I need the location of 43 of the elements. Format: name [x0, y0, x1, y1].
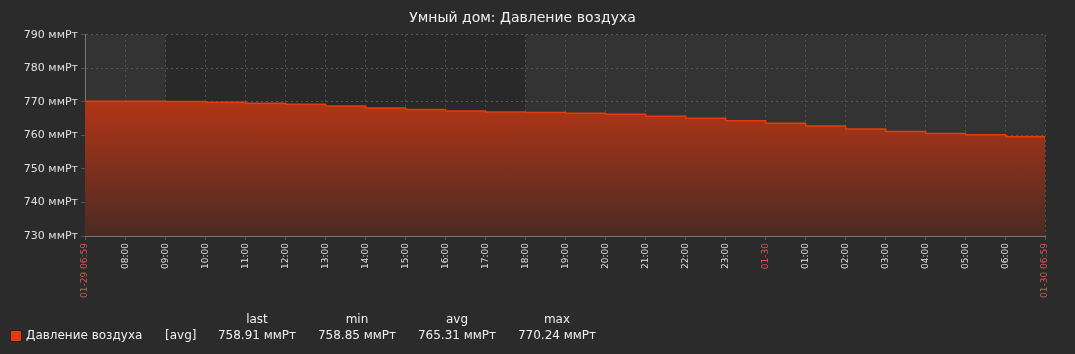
y-tick-label: 760 ммРт [23, 128, 79, 142]
y-tick-label: 750 ммРт [23, 161, 79, 175]
x-tick-label: 10:00 [200, 242, 211, 269]
x-tick-label: 01:00 [800, 242, 811, 269]
text: 770.24 ммРт [517, 328, 597, 342]
x-tick-label: 19:00 [560, 242, 571, 269]
y-tick-label: 790 ммРт [23, 27, 79, 41]
x-tick-label: 20:00 [600, 242, 611, 269]
text: 758.91 ммРт [217, 328, 297, 342]
y-tick-label: 780 ммРт [23, 61, 79, 75]
x-tick-label: 11:00 [240, 242, 251, 269]
y-tick-label: 730 ммРт [23, 228, 79, 242]
text: min [345, 312, 369, 326]
x-tick-label: 23:00 [720, 242, 731, 269]
x-tick-label: 13:00 [320, 242, 331, 269]
chart-title: Умный дом: Давление воздуха [409, 9, 636, 26]
x-tick-label: 05:00 [960, 242, 971, 269]
x-tick-label: 01-29 06:59 [79, 242, 90, 298]
y-tick-label: 740 ммРт [23, 195, 79, 209]
x-tick-label: 15:00 [400, 242, 411, 269]
x-tick-label: 02:00 [840, 242, 851, 269]
text: 765.31 ммРт [417, 328, 497, 342]
text: last [246, 312, 268, 326]
x-tick-label: 03:00 [880, 242, 891, 269]
x-tick-label: 22:00 [680, 242, 691, 269]
text: avg [445, 312, 469, 326]
x-tick-label: 01-30 [760, 242, 771, 270]
x-tick-label: 08:00 [120, 242, 131, 269]
x-tick-label: 12:00 [280, 242, 291, 269]
x-tick-label: 01-30 06:59 [1039, 242, 1050, 298]
legend-label: Давление воздуха [26, 328, 143, 342]
text: max [543, 312, 571, 326]
x-tick-label: 21:00 [640, 242, 651, 269]
x-tick-label: 14:00 [360, 242, 371, 269]
y-tick-label: 770 ммРт [23, 94, 79, 108]
x-tick-label: 04:00 [920, 242, 931, 269]
text: 758.85 ммРт [317, 328, 397, 342]
text: [avg] [165, 328, 197, 342]
x-tick-label: 18:00 [520, 242, 531, 269]
x-tick-label: 06:00 [1000, 242, 1011, 269]
x-tick-label: 09:00 [160, 242, 171, 269]
x-tick-label: 17:00 [480, 242, 491, 269]
x-tick-label: 16:00 [440, 242, 451, 269]
